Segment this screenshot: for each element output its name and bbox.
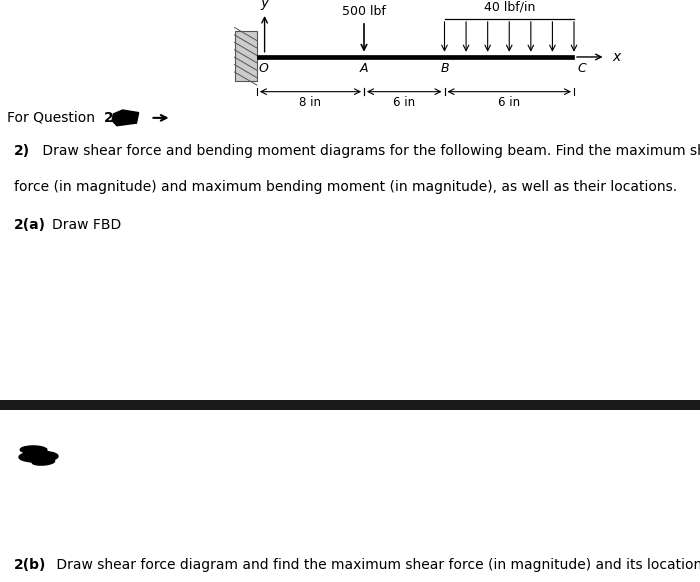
Text: 2: 2 — [104, 111, 113, 125]
Text: y: y — [260, 0, 269, 10]
Text: 2): 2) — [14, 144, 30, 158]
Text: force (in magnitude) and maximum bending moment (in magnitude), as well as their: force (in magnitude) and maximum bending… — [14, 180, 677, 194]
Bar — [257, 55, 574, 59]
Text: 6 in: 6 in — [393, 96, 415, 109]
Bar — [234, 31, 257, 81]
Polygon shape — [112, 110, 139, 126]
Text: 2(a): 2(a) — [14, 218, 46, 232]
Text: O: O — [258, 62, 268, 75]
Text: 8 in: 8 in — [300, 96, 321, 109]
Text: 500 lbf: 500 lbf — [342, 5, 386, 18]
Ellipse shape — [19, 451, 58, 462]
Text: B: B — [440, 62, 449, 75]
Ellipse shape — [20, 446, 47, 453]
Text: C: C — [578, 62, 587, 75]
Ellipse shape — [32, 459, 55, 465]
Text: 6 in: 6 in — [498, 96, 520, 109]
Text: For Question: For Question — [7, 111, 95, 125]
Text: x: x — [612, 50, 621, 64]
Text: Draw shear force diagram and find the maximum shear force (in magnitude) and its: Draw shear force diagram and find the ma… — [52, 558, 700, 572]
Text: 2(b): 2(b) — [14, 558, 46, 572]
Text: Draw shear force and bending moment diagrams for the following beam. Find the ma: Draw shear force and bending moment diag… — [38, 144, 700, 158]
Text: 40 lbf/in: 40 lbf/in — [484, 1, 535, 14]
Text: A: A — [360, 62, 368, 75]
Text: Draw FBD: Draw FBD — [52, 218, 122, 232]
